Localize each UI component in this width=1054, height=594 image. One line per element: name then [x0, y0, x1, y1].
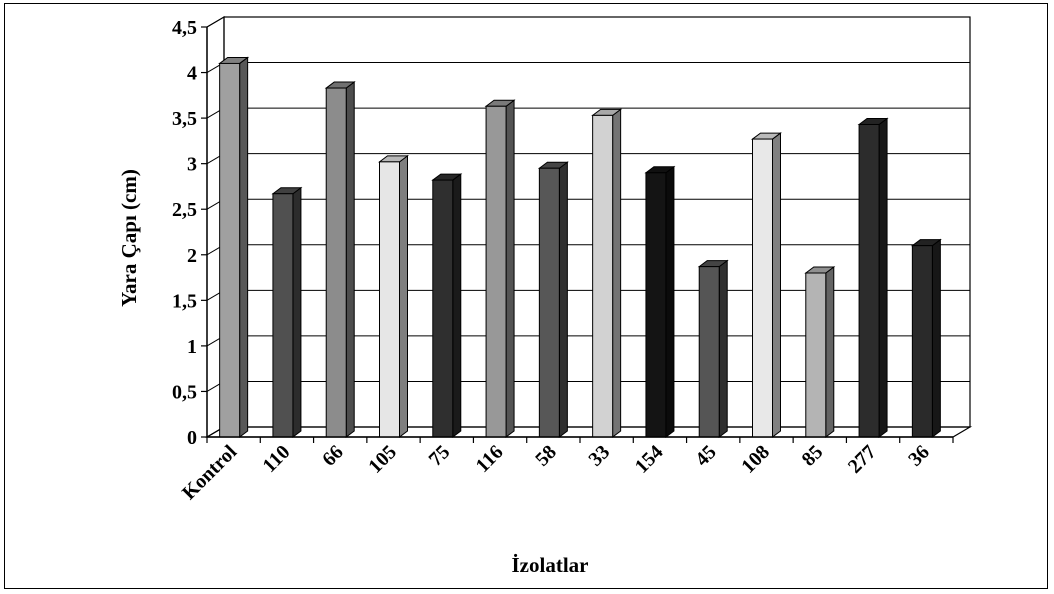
floor [204, 426, 973, 438]
x-tick-label: 58 [531, 441, 561, 471]
y-tick-label: 1 [187, 336, 197, 358]
bar-105 [378, 154, 409, 438]
bar-277 [857, 117, 889, 438]
y-tick-label: 1,5 [172, 290, 197, 312]
y-tick-label: 2,5 [172, 199, 197, 221]
bar-154 [644, 165, 676, 438]
x-tick-label: 36 [904, 441, 934, 471]
y-tick-label: 2 [187, 245, 197, 267]
x-axis-ticks: Kontrol 110 66 105 75 116 58 33 154 45 108 85 277 36 [178, 436, 954, 505]
y-axis-ticks: 0 0,5 1 1,5 2 2,5 3 3,5 4 4,5 [172, 17, 208, 449]
y-axis-title: Yara Çapı (cm) [117, 169, 141, 307]
x-tick-label: 116 [472, 441, 508, 477]
bar-36 [910, 238, 942, 438]
bar-33 [591, 108, 623, 438]
x-tick-label: 108 [737, 441, 774, 478]
x-tick-label: 110 [258, 441, 294, 477]
x-tick-label: 277 [844, 441, 881, 478]
x-tick-label: Kontrol [178, 441, 242, 505]
x-tick-label: 85 [798, 441, 828, 471]
x-axis-title: İzolatlar [512, 553, 589, 577]
bar-Kontrol [218, 56, 250, 438]
grid-lines [206, 16, 970, 392]
bar-45 [697, 259, 729, 438]
x-tick-label: 154 [631, 441, 668, 478]
bar-75 [431, 173, 463, 438]
x-tick-label: 75 [425, 441, 455, 471]
y-tick-label: 3 [187, 154, 197, 176]
y-tick-label: 4,5 [172, 17, 197, 39]
y-tick-label: 0 [187, 427, 197, 449]
x-tick-label: 45 [691, 441, 721, 471]
x-tick-label: 66 [318, 441, 348, 471]
bar-85 [804, 266, 836, 438]
bar-108 [751, 132, 782, 438]
y-tick-label: 4 [187, 63, 197, 85]
y-tick-label: 0,5 [172, 381, 197, 403]
bar-110 [271, 186, 303, 438]
x-tick-label: 105 [364, 441, 401, 478]
bar-116 [484, 99, 516, 439]
bars [218, 56, 942, 439]
y-tick-label: 3,5 [172, 108, 197, 130]
bar-66 [324, 81, 356, 438]
chart-walls [204, 15, 973, 439]
x-tick-label: 33 [584, 441, 614, 471]
bar-58 [537, 161, 569, 438]
